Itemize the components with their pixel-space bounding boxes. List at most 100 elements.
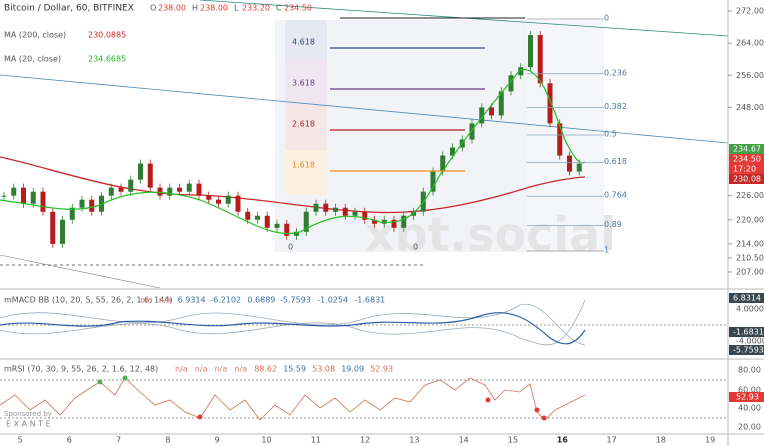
macd-reading: -5.7593 — [280, 296, 311, 305]
y-tick-label: 210.50 — [736, 253, 764, 262]
candle — [303, 211, 309, 232]
macd-tag-label: 6.8314 — [733, 294, 761, 303]
candle — [108, 187, 114, 196]
candle — [1, 195, 7, 197]
candle — [313, 203, 319, 212]
x-tick-label: 5 — [17, 436, 22, 445]
candle — [274, 223, 280, 228]
sponsor-brand: E X A N T E — [6, 420, 51, 429]
rsi-reading: n/a — [175, 365, 188, 374]
candle — [118, 187, 124, 192]
rsi-reading: 52.93 — [370, 365, 393, 374]
macd-axis-label: 4.0000 — [736, 305, 764, 314]
candle — [196, 183, 202, 196]
candle — [333, 207, 338, 212]
fib-band — [285, 20, 327, 60]
candle — [440, 155, 446, 172]
fib-level: 1.618 — [292, 161, 315, 170]
candle — [167, 187, 173, 196]
price-tag-label: 17:20 — [733, 165, 756, 174]
macd-line — [0, 312, 586, 345]
x-tick-label: 8 — [165, 436, 170, 445]
signal-dot — [97, 379, 103, 385]
y-tick-label: 226.00 — [736, 191, 764, 200]
fib-zero: 0 — [413, 243, 418, 252]
signal-dot — [485, 397, 491, 403]
signal-dot — [534, 407, 540, 413]
fib-level: 4.618 — [292, 38, 315, 47]
signal-dot — [122, 375, 128, 381]
price-tag — [729, 174, 764, 184]
candle — [518, 67, 524, 76]
rsi-reading: 19.09 — [341, 365, 364, 374]
macd-band — [0, 303, 586, 346]
rsi-line — [0, 377, 586, 421]
candle — [284, 223, 290, 236]
candle — [30, 191, 36, 204]
price-tag — [729, 164, 764, 174]
candle — [60, 219, 65, 244]
candle — [576, 163, 582, 172]
x-tick-label: 17 — [607, 436, 617, 445]
candle — [11, 187, 17, 196]
signal-dot — [541, 415, 547, 421]
candle — [89, 199, 95, 212]
ohlc-key: C — [276, 4, 282, 13]
candle — [342, 207, 348, 216]
macd-tag — [729, 327, 764, 337]
watermark: xbt.social — [365, 208, 616, 262]
x-tick-label: 16 — [557, 436, 569, 445]
fib-label: 0.89 — [604, 220, 622, 229]
x-tick-label: 13 — [409, 436, 419, 445]
y-tick-label: 214.00 — [736, 239, 764, 248]
fib-label: 0 — [604, 14, 609, 23]
ohlc-key: L — [234, 4, 239, 13]
candle — [401, 215, 407, 228]
macd-reading: -1.6831 — [354, 296, 385, 305]
sponsor-line: Sponsored by — [4, 410, 52, 418]
rsi-reading: n/a — [234, 365, 247, 374]
fib-band — [285, 150, 327, 195]
candle — [225, 195, 231, 204]
candle — [186, 183, 192, 192]
rsi-reading: n/a — [215, 365, 228, 374]
macd-reading: n/a — [140, 296, 153, 305]
x-tick-label: 18 — [656, 436, 666, 445]
candle — [69, 207, 75, 220]
candle — [362, 211, 368, 220]
candle — [372, 219, 377, 224]
price-tag-label: 230.08 — [733, 175, 761, 184]
candle — [206, 195, 212, 200]
candle — [352, 211, 358, 216]
candle — [489, 107, 494, 116]
ohlc-value: 234.50 — [284, 4, 312, 13]
candle — [50, 211, 56, 244]
rsi-reading: n/a — [195, 365, 208, 374]
fib-zero: 0 — [288, 243, 293, 252]
candle — [294, 231, 299, 236]
rsi-axis-label: 60.00 — [738, 386, 761, 395]
rsi-reading: 88.62 — [254, 365, 277, 374]
macd-title: mMACD BB (10, 20, 5, 55, 26, 2, 1.6, 144… — [4, 296, 173, 305]
candle — [479, 107, 485, 124]
indicator-value: 230.0885 — [88, 31, 126, 40]
candle — [21, 187, 26, 204]
price-tag — [729, 144, 764, 154]
indicator-name: MA (20, close) — [4, 55, 61, 64]
x-tick-label: 7 — [116, 436, 121, 445]
candle — [255, 215, 260, 220]
x-tick-label: 12 — [360, 436, 370, 445]
candle — [157, 187, 163, 196]
ohlc-value: 233.20 — [242, 4, 270, 13]
x-tick-label: 9 — [215, 436, 220, 445]
rsi-title: mRSI (70, 30, 9, 55, 26, 2, 1.6, 12, 48) — [4, 365, 158, 374]
candle — [216, 199, 221, 204]
ohlc-value: 238.00 — [158, 4, 186, 13]
x-tick-label: 15 — [508, 436, 518, 445]
fib-label: 0.382 — [604, 102, 627, 111]
candle — [391, 219, 397, 228]
macd-tag — [729, 293, 764, 303]
fib-label: 0.236 — [604, 68, 627, 77]
signal-dot — [197, 414, 203, 420]
